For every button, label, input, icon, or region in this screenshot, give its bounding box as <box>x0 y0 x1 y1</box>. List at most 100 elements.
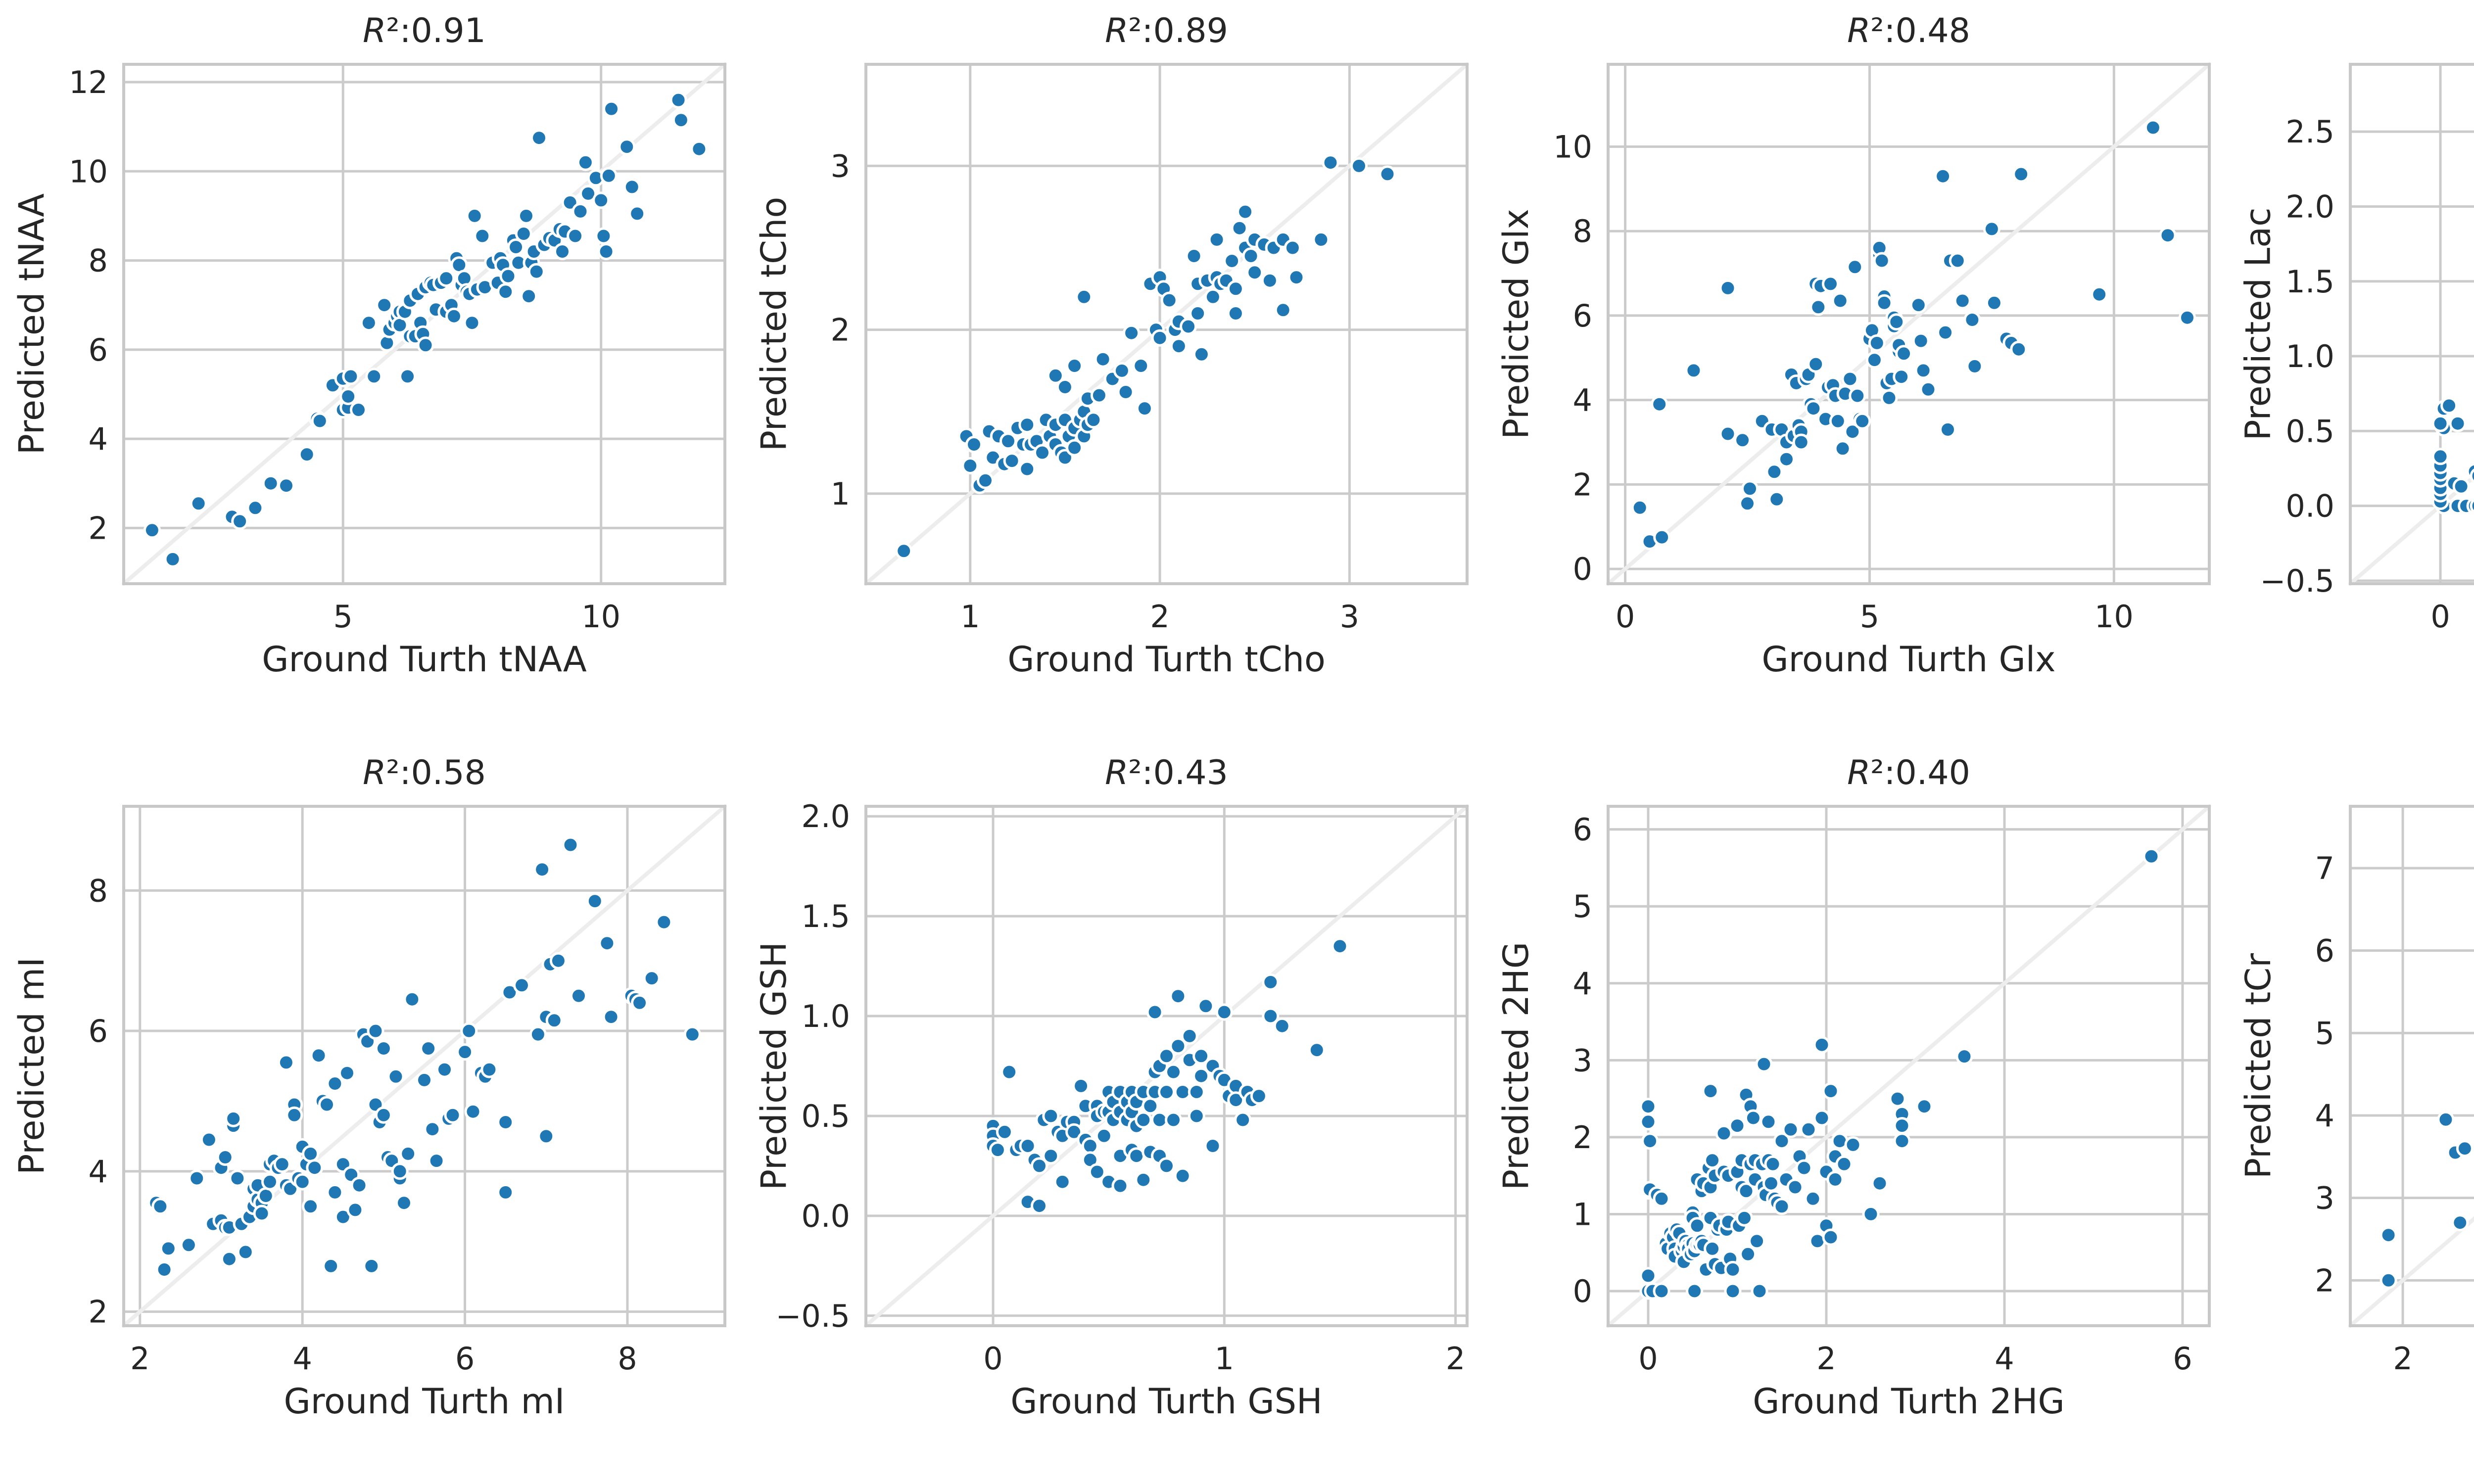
data-point <box>497 1183 515 1201</box>
data-point <box>1169 1037 1187 1055</box>
axes-frame <box>864 805 1469 1327</box>
axes-frame <box>122 63 726 585</box>
data-point <box>1719 279 1737 297</box>
y-tick-label: 2 <box>1573 466 1592 503</box>
data-point <box>1227 305 1244 322</box>
data-point <box>1768 490 1786 508</box>
data-point <box>1715 1124 1733 1142</box>
data-point <box>1949 252 1966 270</box>
data-point <box>1888 313 1905 331</box>
data-point <box>1955 1048 1973 1066</box>
axes-frame <box>2349 805 2474 1327</box>
plot-title: R²:0.40 <box>1847 753 1970 792</box>
data-point <box>515 225 532 242</box>
data-point <box>1829 412 1847 430</box>
data-point <box>220 1250 238 1268</box>
data-point <box>1914 362 1932 379</box>
data-point <box>1639 1267 1657 1285</box>
data-point <box>1204 288 1222 306</box>
y-tick-label: 5 <box>1573 888 1592 925</box>
data-point <box>1822 275 1839 293</box>
data-point <box>1031 1197 1048 1215</box>
data-point <box>164 550 182 568</box>
x-axis-label: Ground Turth mI <box>284 1381 565 1422</box>
data-point <box>1174 1167 1191 1185</box>
data-point <box>2440 397 2458 415</box>
data-point <box>683 1025 701 1043</box>
x-axis-label: Ground Turth Glx <box>1761 639 2056 680</box>
data-point <box>350 401 367 418</box>
data-point <box>1262 1007 1280 1025</box>
data-point <box>1350 157 1368 175</box>
data-point <box>1809 298 1827 316</box>
data-point <box>293 1173 311 1191</box>
y-tick-label: 2 <box>89 510 108 546</box>
data-point <box>690 140 708 158</box>
data-point <box>623 178 641 196</box>
data-point <box>1123 324 1141 342</box>
data-point <box>237 1243 254 1261</box>
data-point <box>1227 280 1244 298</box>
data-point <box>1762 1174 1780 1192</box>
data-point <box>375 1040 392 1057</box>
data-point <box>1641 1132 1659 1150</box>
axes-frame <box>1607 63 2211 585</box>
data-point <box>1862 1205 1880 1223</box>
data-point <box>273 1156 291 1173</box>
data-point <box>1003 452 1021 470</box>
data-point <box>1653 1282 1670 1300</box>
y-axis-label-box: Predicted GSH <box>745 806 803 1326</box>
identity-line <box>2348 1216 2474 1328</box>
data-point <box>1939 420 1956 438</box>
scatter-plot-mI: 2 4 6 8 2 4 6 8 <box>0 742 742 1484</box>
data-point <box>277 1054 295 1071</box>
data-point <box>1868 334 1886 352</box>
data-point <box>399 1145 417 1162</box>
data-point <box>1136 400 1153 417</box>
data-point <box>1056 378 1074 396</box>
data-point <box>1813 1036 1831 1054</box>
data-point <box>1909 296 1927 314</box>
y-axis-label-box: Predicted tCho <box>745 64 803 584</box>
y-tick-label: 2.0 <box>2285 188 2334 225</box>
subplot-2HG: 0 2 4 6 0 1 2 3 4 5 6 R²:0.40 Predicted 2HG Ground… <box>1484 742 2227 1484</box>
y-tick-label: 6 <box>1573 812 1592 848</box>
data-point <box>570 987 587 1005</box>
y-tick-label: 2 <box>89 1294 108 1330</box>
x-tick-label: 8 <box>618 1341 637 1377</box>
data-point <box>1724 1282 1742 1300</box>
data-point <box>1800 1120 1817 1138</box>
data-point <box>1192 1067 1210 1085</box>
scatter-plot-tNAA: 5 10 2 4 6 8 10 12 <box>0 0 742 742</box>
plot-title: R²:0.48 <box>1847 11 1970 50</box>
x-axis-label: Ground Turth GSH <box>1010 1381 1323 1422</box>
data-point <box>326 1075 344 1092</box>
identity-line <box>122 804 727 1328</box>
y-axis-label: Predicted mI <box>11 957 52 1175</box>
data-point <box>1142 1097 1159 1115</box>
identity-line <box>2348 474 2474 586</box>
subplot-tCr: 246234567 R²:0.77 Predicted tCr Ground T… <box>2227 742 2474 1484</box>
data-point <box>1653 528 1671 546</box>
scatter-plot-Glx: 0 5 10 0 2 4 6 8 10 <box>1484 0 2227 742</box>
data-point <box>977 471 994 489</box>
data-point <box>417 336 434 354</box>
data-point <box>1234 1111 1252 1129</box>
data-point <box>302 1145 320 1162</box>
data-point <box>480 1061 498 1078</box>
data-point <box>216 1149 234 1166</box>
data-point <box>628 205 646 223</box>
data-point <box>1822 1082 1840 1100</box>
data-point <box>672 111 690 129</box>
data-point <box>1090 386 1108 404</box>
data-point <box>1854 412 1871 430</box>
data-point <box>403 990 421 1008</box>
data-point <box>669 91 687 109</box>
data-point <box>1146 1003 1164 1021</box>
y-tick-label: 1.5 <box>801 898 850 934</box>
data-point <box>261 1173 279 1191</box>
data-point <box>311 412 329 430</box>
data-point <box>436 1061 453 1078</box>
x-axis-label: Ground Turth 2HG <box>1753 1381 2065 1422</box>
data-point <box>1246 264 1264 281</box>
